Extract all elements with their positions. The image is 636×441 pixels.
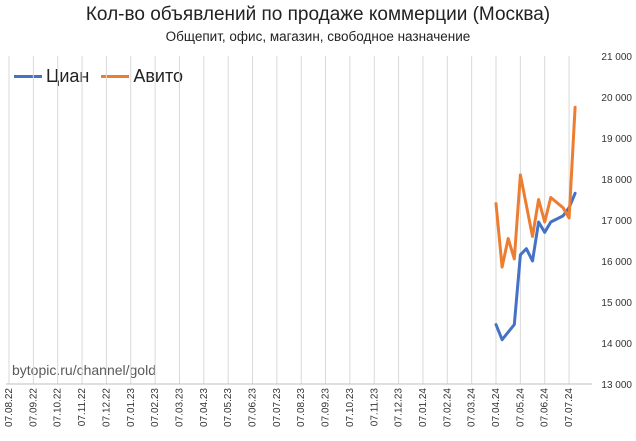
x-tick-label: 07.12.23 [394, 388, 405, 427]
x-tick-label: 07.06.24 [540, 388, 551, 427]
y-tick-label: 14 000 [601, 339, 632, 350]
x-tick-label: 07.07.24 [564, 388, 575, 427]
x-tick-label: 07.01.23 [126, 388, 137, 427]
watermark: bytopic.ru/channel/gold [12, 362, 156, 378]
y-tick-label: 13 000 [601, 380, 632, 391]
x-tick-label: 07.12.22 [101, 388, 112, 427]
y-tick-label: 19 000 [601, 134, 632, 145]
x-tick-label: 07.11.23 [369, 388, 380, 427]
x-tick-label: 07.01.24 [418, 388, 429, 427]
x-tick-label: 07.11.22 [77, 388, 88, 427]
x-tick-label: 07.05.24 [515, 388, 526, 427]
series-line-avito [494, 105, 577, 269]
y-tick-label: 20 000 [601, 93, 632, 104]
x-tick-label: 07.05.23 [223, 388, 234, 427]
x-tick-label: 07.08.23 [296, 388, 307, 427]
x-tick-label: 07.06.23 [248, 388, 259, 427]
chart-title: Кол-во объявлений по продаже коммерции (… [85, 4, 551, 25]
chart-subtitle: Общепит, офис, магазин, свободное назнач… [165, 29, 471, 44]
x-tick-label: 07.03.24 [467, 388, 478, 427]
x-tick-label: 07.09.22 [28, 388, 39, 427]
legend: Циан Авито [14, 66, 195, 87]
y-tick-label: 18 000 [601, 175, 632, 186]
x-tick-label: 07.02.23 [150, 388, 161, 427]
x-tick-label: 07.02.24 [442, 388, 453, 427]
legend-item-avito: Авито [101, 66, 183, 87]
x-tick-label: 07.08.22 [4, 388, 15, 427]
x-tick-label: 07.04.24 [491, 388, 502, 427]
legend-swatch-avito [101, 75, 130, 78]
y-tick-label: 21 000 [601, 52, 632, 63]
x-tick-label: 07.03.23 [174, 388, 185, 427]
x-tick-label: 07.10.22 [53, 388, 64, 427]
x-tick-label: 07.04.23 [199, 388, 210, 427]
legend-label-cian: Циан [46, 66, 90, 86]
x-tick-label: 07.09.23 [321, 388, 332, 427]
y-tick-label: 17 000 [601, 216, 632, 227]
legend-label-avito: Авито [133, 66, 184, 86]
x-tick-label: 07.07.23 [272, 388, 283, 427]
y-tick-label: 16 000 [601, 257, 632, 268]
series-line-cian [494, 191, 577, 342]
legend-item-cian: Циан [14, 66, 89, 87]
legend-swatch-cian [14, 75, 42, 78]
x-tick-label: 07.10.23 [345, 388, 356, 427]
y-tick-label: 15 000 [601, 298, 632, 309]
